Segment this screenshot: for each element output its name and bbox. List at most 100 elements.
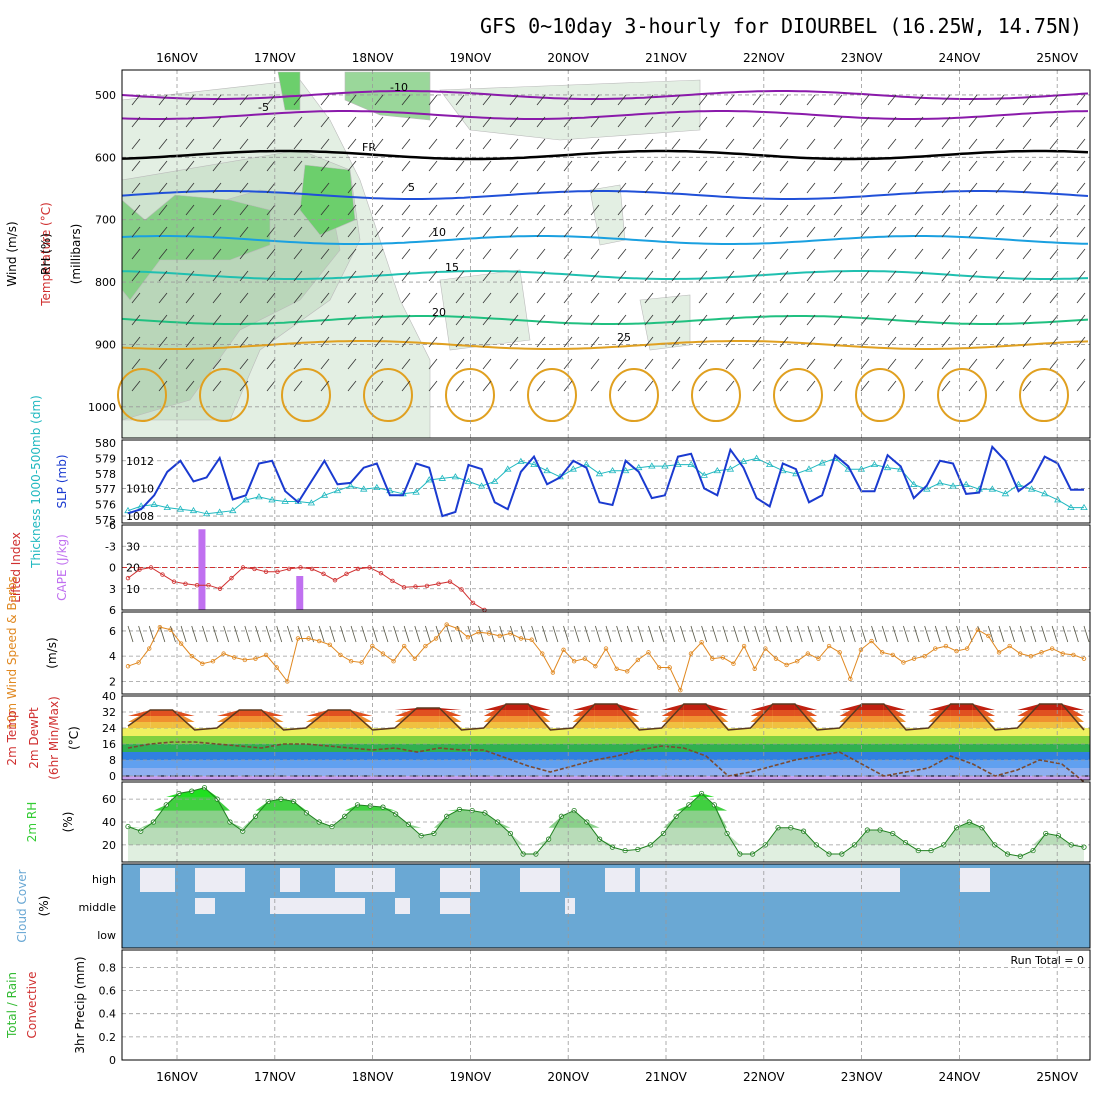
panel-frame xyxy=(121,695,1091,781)
wind-barb xyxy=(1022,292,1032,304)
wind-barb xyxy=(374,292,384,304)
temp-warm-fill xyxy=(661,704,684,710)
wind-barb xyxy=(482,380,492,392)
wind-barb xyxy=(995,116,1005,128)
wind-barb xyxy=(779,270,789,282)
wind-barb xyxy=(995,94,1005,106)
wind-barb xyxy=(671,248,681,260)
wind-barb xyxy=(520,625,527,643)
wind-barb xyxy=(212,204,222,216)
wind-barb xyxy=(482,248,492,260)
slp-tick-label: 1010 xyxy=(126,482,154,495)
wind-marker xyxy=(338,652,343,658)
slp-line xyxy=(127,444,1084,518)
thickness-tick-label: 577 xyxy=(95,483,116,496)
thickness-marker xyxy=(517,457,525,464)
wind-barb xyxy=(752,270,762,282)
wind-barb xyxy=(860,138,870,150)
wind-barb xyxy=(941,314,951,326)
wind-barb xyxy=(482,358,492,370)
wind-barb xyxy=(1022,336,1032,348)
wind-barb xyxy=(131,358,141,370)
date-label-bottom: 22NOV xyxy=(743,1070,785,1084)
wind-marker xyxy=(391,659,396,664)
wind-barb xyxy=(1076,94,1086,106)
thickness-tick-label: 576 xyxy=(95,499,116,512)
cloud-cover-panel: high middle low Cloud Cover (%) xyxy=(15,864,1090,948)
wind-barb xyxy=(698,138,708,150)
wind-barb xyxy=(779,248,789,260)
wind-barb xyxy=(239,116,249,128)
wind-barb xyxy=(455,138,465,150)
wind-barb xyxy=(185,226,195,238)
wind-barb xyxy=(733,625,739,643)
wind-barb xyxy=(1022,182,1032,194)
thickness-marker xyxy=(674,460,682,467)
date-label-top: 20NOV xyxy=(547,51,589,65)
wind-barb xyxy=(590,94,600,106)
wind-barb xyxy=(212,625,219,643)
wind-barb xyxy=(1062,625,1069,643)
temp-warm-fill xyxy=(328,710,351,716)
wind-marker xyxy=(327,642,333,647)
wind-barb xyxy=(509,380,519,392)
wind-tick-label: 6 xyxy=(109,625,116,638)
wind-barb xyxy=(786,625,792,643)
thickness-tick-label: 575 xyxy=(95,514,116,527)
wind-barb xyxy=(887,182,897,194)
wind-barb xyxy=(185,160,195,172)
wind-barb xyxy=(509,336,519,348)
wind-barb xyxy=(266,314,276,326)
contour-label: -5 xyxy=(258,101,269,114)
wind-barb xyxy=(806,116,816,128)
wind-barb xyxy=(455,226,465,238)
temperature-contour-loop xyxy=(363,368,413,422)
wind-barb xyxy=(158,204,168,216)
y-axis-label: (°C) xyxy=(67,726,81,750)
wind-barb xyxy=(995,270,1005,282)
thickness-marker xyxy=(412,488,420,495)
wind-barb xyxy=(509,248,519,260)
temperature-contour-loop xyxy=(773,368,823,422)
thickness-marker xyxy=(870,460,879,467)
wind-barb xyxy=(347,160,357,172)
wind-barb xyxy=(590,138,600,150)
wind-barb xyxy=(320,116,330,128)
temp-tick-label: 8 xyxy=(109,754,116,767)
wind-barb xyxy=(968,138,978,150)
temp-warm-fill xyxy=(505,704,529,710)
wind-barb xyxy=(1049,248,1059,260)
wind-barb xyxy=(185,292,195,304)
wind-marker xyxy=(263,652,269,658)
wind-barb xyxy=(185,248,195,260)
temperature-contour-loop xyxy=(199,368,249,422)
panel-frame xyxy=(121,524,1091,611)
wind-barb xyxy=(509,94,519,106)
wind-barb xyxy=(671,292,681,304)
contour-label: 5 xyxy=(408,181,415,194)
wind-barb xyxy=(401,248,411,260)
wind-barb xyxy=(482,292,492,304)
wind-barb xyxy=(1076,292,1086,304)
wind-barb xyxy=(239,292,249,304)
wind-barb xyxy=(914,116,924,128)
temp-warm-fill xyxy=(150,710,173,716)
wind-marker xyxy=(593,664,598,669)
wind-barb xyxy=(913,625,920,643)
cloud-high-gap xyxy=(140,868,175,892)
wind-barb xyxy=(158,270,168,282)
wind-barb xyxy=(401,160,411,172)
wind-barb xyxy=(887,380,897,392)
wind-barb xyxy=(1049,358,1059,370)
temp-color-band xyxy=(122,760,1090,768)
pressure-tick-label: 600 xyxy=(95,151,116,164)
temp-warm-fill xyxy=(706,704,729,710)
wind-barb xyxy=(644,380,654,392)
wind-barb xyxy=(320,226,330,238)
wind-barb xyxy=(671,116,681,128)
temp-warm-fill xyxy=(528,704,551,710)
wind-barb xyxy=(185,270,195,282)
wind-barb xyxy=(968,380,978,392)
cloud-mid-gap xyxy=(395,898,410,914)
wind-barb xyxy=(977,625,984,643)
